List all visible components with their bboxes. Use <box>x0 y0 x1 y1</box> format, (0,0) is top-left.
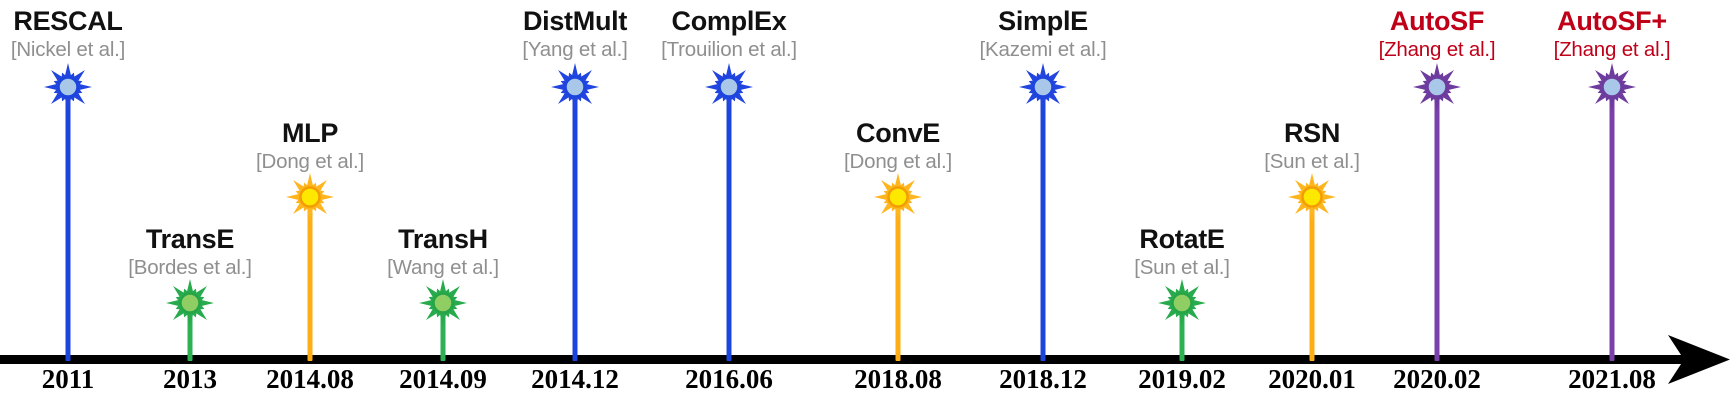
date-label: 2013 <box>163 364 217 394</box>
date-label: 2021.08 <box>1568 364 1656 394</box>
star-core-circle <box>1601 76 1623 98</box>
entry-labels: DistMult [Yang et al.] <box>522 6 627 63</box>
model-name: ConvE <box>855 118 941 148</box>
stem-line <box>65 87 71 361</box>
star-core-circle <box>1032 76 1054 98</box>
date-label: 2014.12 <box>531 364 619 394</box>
star-core-circle <box>718 76 740 98</box>
stem-line <box>307 197 313 361</box>
entry-labels: ConvE [Dong et al.] <box>844 118 952 175</box>
model-name: SimplE <box>998 6 1088 36</box>
star-core-circle <box>299 186 321 208</box>
model-citation: [Wang et al.] <box>387 256 499 279</box>
entry-labels: RSN [Sun et al.] <box>1264 118 1360 175</box>
model-citation: [Yang et al.] <box>522 38 628 61</box>
stem-line <box>1434 87 1440 361</box>
date-label: 2020.02 <box>1393 364 1481 394</box>
stem-line <box>1179 303 1185 361</box>
date-label: 2011 <box>41 364 95 394</box>
model-citation: [Nickel et al.] <box>10 38 126 61</box>
model-citation: [Kazemi et al.] <box>979 38 1107 61</box>
stem-line <box>895 197 901 361</box>
model-name: ComplEx <box>671 6 787 36</box>
model-citation: [Zhang et al.] <box>1378 38 1496 61</box>
entry-labels: ComplEx [Trouilion et al.] <box>661 6 797 63</box>
entry-labels: RotatE [Sun et al.] <box>1134 224 1230 281</box>
star-marker-icon <box>419 279 467 327</box>
model-citation: [Dong et al.] <box>256 150 364 173</box>
entry-labels: SimplE [Kazemi et al.] <box>980 6 1107 63</box>
entry-labels: TransH [Wang et al.] <box>387 224 499 281</box>
entry-labels: TransE [Bordes et al.] <box>128 224 252 281</box>
star-marker-icon <box>44 63 92 111</box>
date-label: 2019.02 <box>1138 364 1226 394</box>
timeline-axis-line <box>0 355 1692 364</box>
star-core-circle <box>564 76 586 98</box>
model-name: AutoSF <box>1389 6 1485 36</box>
entry-labels: MLP [Dong et al.] <box>256 118 364 175</box>
model-name: TransH <box>398 224 488 254</box>
model-citation: [Dong et al.] <box>844 150 952 173</box>
model-citation: [Trouilion et al.] <box>661 38 797 61</box>
model-name: TransE <box>145 224 235 254</box>
star-marker-icon <box>286 173 334 221</box>
star-core-circle <box>179 292 201 314</box>
model-name: DistMult <box>522 6 628 36</box>
star-marker-icon <box>1413 63 1461 111</box>
star-core-circle <box>1426 76 1448 98</box>
model-name: RSN <box>1283 118 1341 148</box>
model-citation: [Zhang et al.] <box>1553 38 1671 61</box>
date-label: 2014.08 <box>266 364 354 394</box>
stem-line <box>187 303 193 361</box>
model-citation: [Sun et al.] <box>1264 150 1360 173</box>
star-marker-icon <box>166 279 214 327</box>
stem-line <box>440 303 446 361</box>
star-core-circle <box>432 292 454 314</box>
stem-line <box>726 87 732 361</box>
entry-labels: AutoSF+ [Zhang et al.] <box>1554 6 1671 63</box>
star-marker-icon <box>1588 63 1636 111</box>
star-core-circle <box>1301 186 1323 208</box>
model-name: RotatE <box>1139 224 1225 254</box>
date-label: 2020.01 <box>1268 364 1356 394</box>
model-name: AutoSF+ <box>1557 6 1667 36</box>
entry-labels: RESCAL [Nickel et al.] <box>10 6 126 63</box>
date-label: 2014.09 <box>399 364 487 394</box>
star-core-circle <box>57 76 79 98</box>
model-name: RESCAL <box>13 6 123 36</box>
star-marker-icon <box>1158 279 1206 327</box>
star-marker-icon <box>1288 173 1336 221</box>
model-name: MLP <box>281 118 339 148</box>
star-marker-icon <box>551 63 599 111</box>
stem-line <box>1309 197 1315 361</box>
model-citation: [Bordes et al.] <box>128 256 252 279</box>
stem-line <box>572 87 578 361</box>
date-label: 2016.06 <box>685 364 773 394</box>
date-label: 2018.08 <box>854 364 942 394</box>
star-marker-icon <box>705 63 753 111</box>
star-marker-icon <box>1019 63 1067 111</box>
date-label: 2018.12 <box>999 364 1087 394</box>
entry-labels: AutoSF [Zhang et al.] <box>1379 6 1496 63</box>
stem-line <box>1609 87 1615 361</box>
stem-line <box>1040 87 1046 361</box>
star-marker-icon <box>874 173 922 221</box>
star-core-circle <box>1171 292 1193 314</box>
model-citation: [Sun et al.] <box>1134 256 1230 279</box>
star-core-circle <box>887 186 909 208</box>
